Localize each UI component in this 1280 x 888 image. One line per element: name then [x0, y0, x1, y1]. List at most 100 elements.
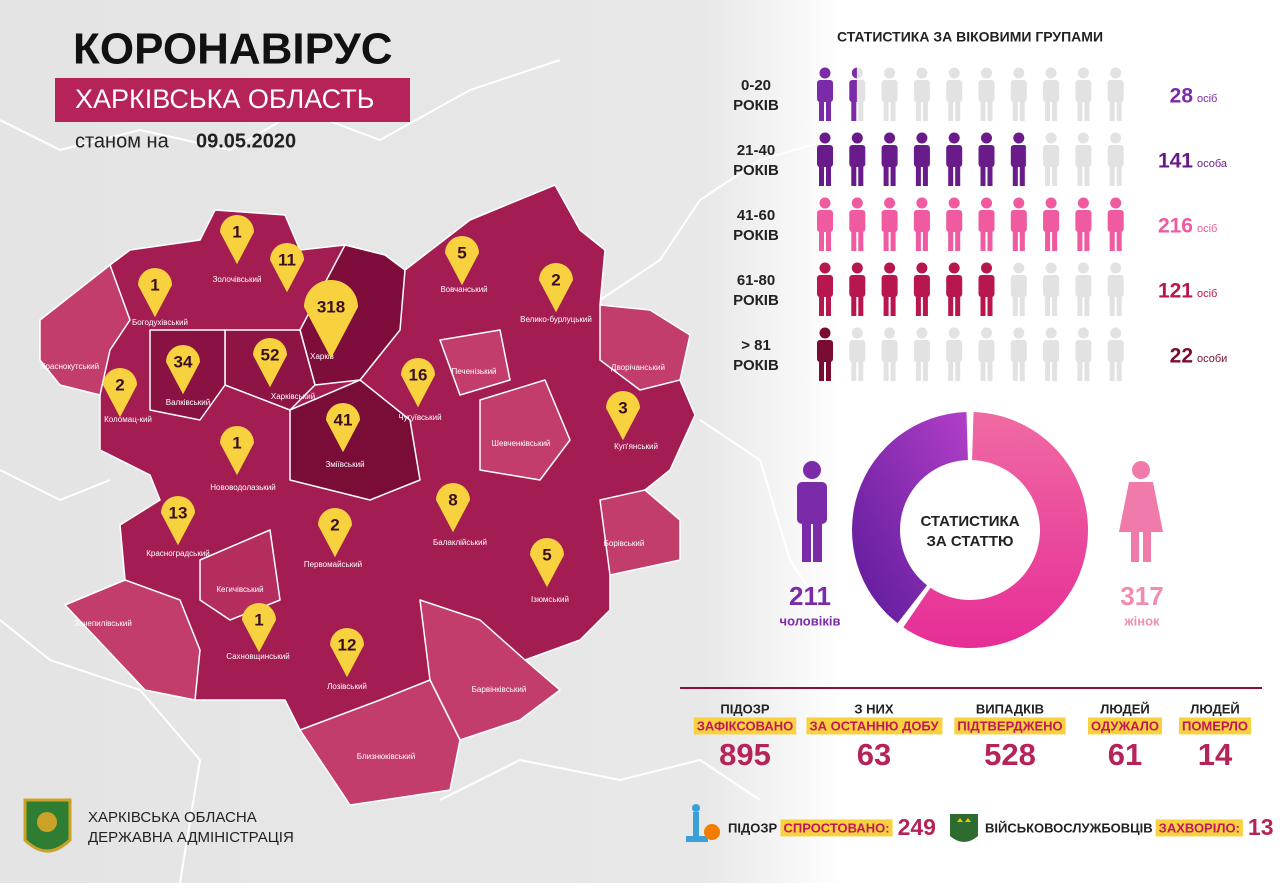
icon-leg	[1077, 231, 1083, 251]
icon-leg	[883, 361, 889, 381]
icon-body	[1107, 210, 1124, 232]
district-name: Дворічанський	[611, 363, 665, 372]
summary-line1: ЛЮДЕЙ	[1190, 701, 1239, 716]
icon-head	[1045, 67, 1057, 79]
icon-head	[1077, 67, 1089, 79]
icon-body	[1043, 275, 1060, 297]
icon-head	[981, 132, 992, 144]
icon-leg	[915, 296, 921, 316]
summary-line1: З НИХ	[854, 701, 893, 716]
gender-stats: СТАТИСТИКА ЗА СТАТТЮ 211 чоловіків 317 ж…	[780, 412, 1164, 648]
pin-count: 34	[174, 352, 193, 371]
icon-leg	[1045, 361, 1051, 381]
summary-line1: ЛЮДЕЙ	[1100, 701, 1149, 716]
age-value: 28	[1170, 85, 1194, 108]
icon-body	[881, 210, 898, 232]
icon-leg	[858, 296, 864, 316]
icon-body	[1075, 80, 1092, 102]
region	[64, 579, 201, 701]
icon-body	[946, 210, 963, 232]
district-name: Шевченківський	[492, 439, 551, 448]
title: КОРОНАВІРУС	[73, 25, 393, 74]
icon-head	[851, 327, 863, 339]
icon-head	[1110, 67, 1122, 79]
icons-filled	[817, 67, 857, 121]
icon-head	[1077, 197, 1089, 209]
icon-leg	[955, 166, 961, 186]
district-name: Нововодолазький	[210, 483, 276, 492]
icon-leg	[1019, 296, 1025, 316]
icon-head	[1013, 327, 1025, 339]
highlight	[806, 717, 943, 735]
pin-shape	[401, 358, 435, 408]
age-title: СТАТИСТИКА ЗА ВІКОВИМИ ГРУПАМИ	[837, 29, 1103, 45]
icon-leg	[1084, 101, 1090, 121]
icon-head	[916, 197, 928, 209]
pin-count: 2	[551, 270, 560, 289]
logo-line: ХАРКІВСЬКА ОБЛАСНА	[88, 809, 257, 826]
icon-body	[946, 145, 963, 167]
icon-body	[978, 80, 995, 102]
age-range: 21-40	[737, 142, 775, 159]
icon-leg	[1052, 101, 1058, 121]
age-value: 216	[1158, 215, 1193, 238]
icon-body	[849, 275, 866, 297]
neighbor-borders	[0, 59, 861, 884]
icon-leg	[1109, 231, 1115, 251]
icon-leg	[915, 101, 921, 121]
icon-leg	[922, 361, 928, 381]
icon-leg	[1045, 166, 1051, 186]
icon-body	[913, 275, 930, 297]
summary-line2: ЗА ОСТАННЮ ДОБУ	[809, 718, 939, 733]
district-name: Краснокутський	[41, 362, 99, 371]
icon-head	[981, 262, 992, 274]
icon-head	[948, 197, 960, 209]
icon-leg	[980, 101, 986, 121]
pin-shape	[606, 391, 640, 441]
icon-body	[1010, 80, 1027, 102]
icon-body	[913, 210, 930, 232]
highlight	[1155, 819, 1243, 837]
footer-highlight: ЗАХВОРІЛО:	[1159, 820, 1240, 835]
district-name: Чугуївський	[398, 413, 441, 422]
icon-leg	[1077, 296, 1083, 316]
icon-leg	[987, 361, 993, 381]
icon-leg	[980, 166, 986, 186]
highlight	[780, 819, 893, 837]
icon-leg	[948, 296, 954, 316]
footer-stats: ПІДОЗР СПРОСТОВАНО: 249 ВІЙСЬКОВОСЛУЖБОВЦІВ…	[728, 814, 1274, 840]
icon-body	[1075, 145, 1092, 167]
icon-leg	[819, 101, 824, 121]
footer-prefix: ПІДОЗР	[728, 820, 777, 835]
icon-leg	[922, 231, 928, 251]
icon-body	[817, 340, 833, 362]
pin-count: 12	[338, 635, 357, 654]
case-pin: 8	[436, 483, 470, 533]
icon-leg	[987, 231, 993, 251]
case-pin: 1	[220, 215, 254, 265]
district-name: Балаклійський	[433, 538, 487, 547]
icon-head	[819, 327, 831, 339]
district-name: Зачепилівський	[74, 619, 132, 628]
summary-line1: ВИПАДКІВ	[976, 701, 1044, 716]
icon-leg	[1116, 296, 1122, 316]
case-pin: 1	[242, 603, 276, 653]
icon-leg	[915, 166, 921, 186]
icon-leg	[948, 166, 954, 186]
district-name: Куп'янський	[614, 442, 658, 451]
district-name: Кегичівський	[216, 585, 263, 594]
icon-head	[1013, 197, 1025, 209]
footer-prefix: ВІЙСЬКОВОСЛУЖБОВЦІВ	[985, 820, 1153, 835]
pin-count: 1	[150, 275, 159, 294]
icon-head	[1110, 327, 1122, 339]
icon-head	[819, 262, 831, 274]
icon-leg	[955, 296, 961, 316]
case-pin: 2	[318, 508, 352, 558]
district-name: Зміївський	[325, 460, 364, 469]
summary-value: 895	[719, 737, 771, 772]
footer-value: 13	[1248, 814, 1274, 840]
age-suffix: РОКІВ	[733, 227, 779, 244]
military-icon	[950, 814, 978, 842]
logo	[23, 798, 72, 853]
pin-count: 3	[618, 398, 627, 417]
